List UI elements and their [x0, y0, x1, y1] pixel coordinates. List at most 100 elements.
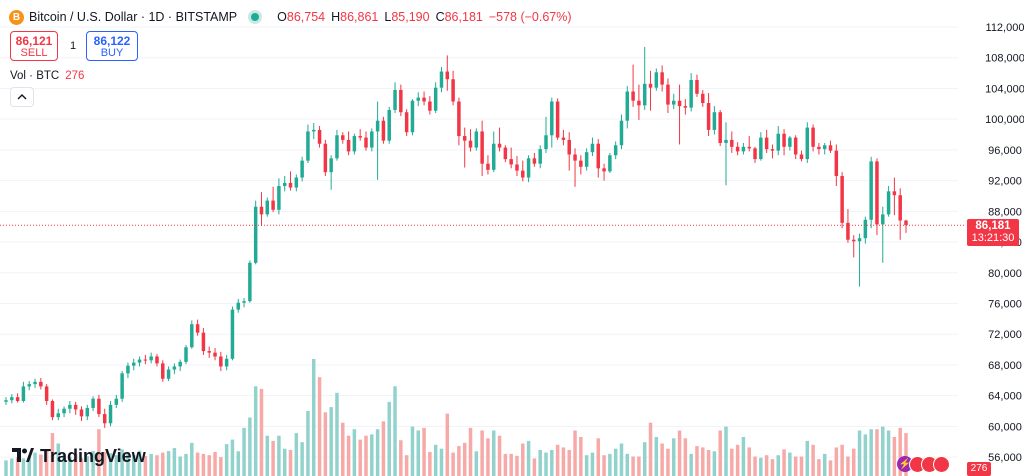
volume-bar — [706, 450, 711, 476]
candle-body — [108, 404, 113, 424]
candle-body — [474, 131, 479, 148]
candle-body — [195, 324, 200, 333]
volume-bar — [33, 452, 37, 476]
volume-bar — [747, 447, 751, 476]
low-value: 85,190 — [391, 10, 430, 24]
y-tick-label: 88,000 — [988, 206, 1022, 218]
volume-bar — [213, 451, 217, 476]
volume-bar — [387, 401, 391, 476]
volume-bars — [4, 359, 908, 476]
volume-bar — [445, 413, 450, 476]
candle-body — [294, 177, 299, 188]
candle-body — [799, 154, 804, 160]
y-tick-label: 72,000 — [988, 329, 1022, 341]
candle-body — [462, 136, 467, 141]
volume-bar — [451, 452, 455, 476]
volume-bar — [404, 455, 409, 476]
candle-body — [857, 238, 862, 242]
event-flags[interactable] — [909, 456, 950, 473]
y-tick-label: 56,000 — [988, 452, 1022, 464]
candle-body — [706, 103, 711, 130]
candle-body — [550, 101, 554, 136]
us-flag-icon — [933, 456, 950, 473]
tradingview-logo-text: TradingView — [40, 446, 146, 466]
volume-bar — [248, 417, 252, 476]
volume-bar — [39, 454, 43, 476]
volume-bar — [108, 453, 113, 476]
volume-bar — [62, 454, 66, 476]
volume-bar — [416, 430, 420, 476]
buy-button[interactable]: 86,122 BUY — [86, 31, 138, 61]
candle-body — [288, 182, 293, 188]
candle-body — [277, 185, 281, 210]
candle-body — [399, 89, 403, 113]
candle-body — [683, 106, 688, 108]
candle-body — [370, 131, 374, 148]
volume-bar — [648, 422, 653, 476]
y-tick-label: 76,000 — [988, 298, 1022, 310]
candle-body — [79, 409, 84, 417]
candle-body — [712, 112, 717, 130]
candle-body — [265, 200, 270, 215]
volume-bar — [666, 448, 670, 476]
candle-body — [695, 79, 699, 94]
candle-body — [747, 146, 751, 149]
price-axis[interactable]: 112,000 108,000 104,000 100,000 96,000 92,000… — [985, 22, 1024, 464]
volume-bar — [741, 437, 746, 476]
candle-body — [538, 149, 542, 164]
candle-body — [677, 100, 682, 107]
volume-legend-value: 276 — [65, 70, 85, 82]
volume-bar — [689, 453, 693, 476]
candle-body — [811, 127, 815, 147]
candle-body — [590, 143, 595, 153]
sell-label: SELL — [20, 47, 48, 59]
sell-button[interactable]: 86,121 SELL — [10, 31, 58, 61]
candle-body — [381, 120, 386, 141]
candle-body — [526, 158, 531, 178]
volume-bar — [793, 456, 798, 476]
candle-body — [753, 148, 757, 160]
volume-bar — [677, 430, 682, 476]
y-tick-label: 96,000 — [988, 145, 1022, 157]
volume-bar — [701, 447, 705, 476]
volume-bar — [381, 421, 386, 476]
candle-body — [422, 97, 426, 102]
volume-bar — [178, 456, 182, 476]
volume-bar — [137, 450, 142, 476]
candle-body — [410, 100, 415, 133]
symbol-title[interactable]: Bitcoin / U.S. Dollar · 1D · BITSTAMP — [29, 10, 238, 24]
candle-body — [869, 161, 873, 220]
volume-bar — [573, 430, 577, 476]
volume-bar — [282, 448, 287, 476]
tradingview-logo[interactable]: TradingView — [12, 446, 146, 467]
bitcoin-icon: B — [9, 9, 24, 25]
volume-bar — [219, 457, 223, 476]
volume-bar — [852, 448, 856, 476]
candle-body — [439, 71, 444, 88]
volume-bar — [590, 452, 595, 476]
candle-body — [817, 146, 821, 150]
market-status-icon[interactable] — [251, 13, 260, 21]
candle-body — [840, 175, 844, 223]
candle-body — [613, 145, 618, 156]
volume-bar — [846, 456, 850, 476]
y-tick-label: 104,000 — [985, 83, 1024, 95]
volume-bar — [555, 444, 560, 476]
collapse-legend-button[interactable] — [10, 87, 34, 107]
candle-body — [335, 135, 339, 159]
volume-bar — [15, 457, 20, 476]
volume-bar — [683, 438, 688, 476]
volume-bar — [526, 440, 531, 476]
volume-bar — [242, 427, 246, 476]
candle-body — [631, 91, 635, 101]
volume-bar — [625, 453, 630, 476]
volume-bar — [265, 435, 270, 476]
volume-bar — [335, 392, 339, 476]
candle-body — [114, 398, 119, 405]
volume-bar — [735, 444, 740, 476]
volume-bar — [294, 433, 299, 476]
volume-bar — [561, 447, 566, 476]
volume-bar — [10, 458, 14, 476]
volume-bar — [271, 440, 275, 476]
